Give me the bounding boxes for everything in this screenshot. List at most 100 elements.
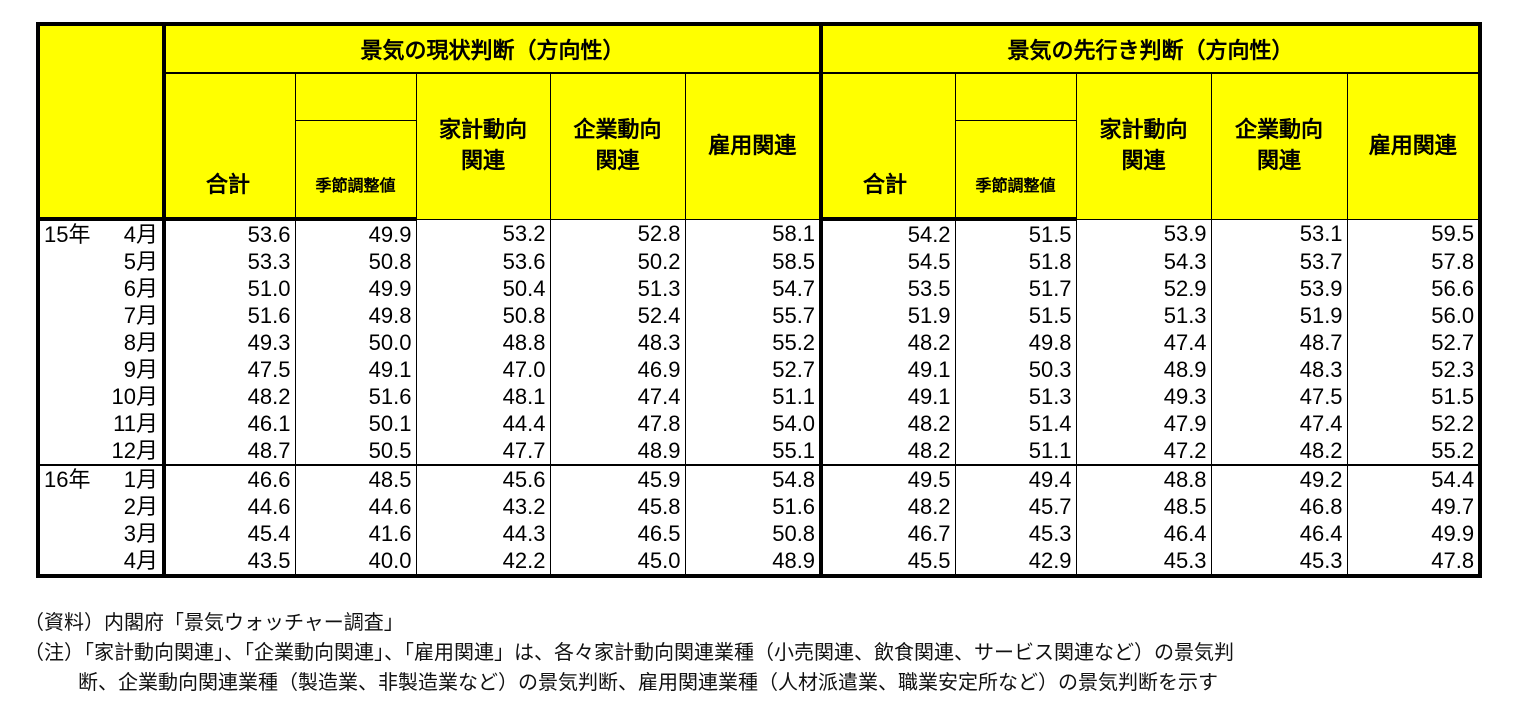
fut-sa-spacer [954, 72, 1077, 121]
cur-value-cell: 47.8 [549, 410, 685, 437]
group-future-header: 景気の先行き判断（方向性） [820, 23, 1481, 74]
cur-household-header: 家計動向 関連 [415, 72, 551, 220]
cur-value-cell: 44.6 [294, 493, 416, 520]
row-month: 10月 [111, 384, 158, 409]
cur-value-cell: 49.9 [294, 275, 416, 302]
row-label: 6月 [38, 275, 166, 302]
row-label: 12月 [38, 437, 166, 465]
cur-value-cell: 45.4 [163, 520, 295, 547]
group-current-header: 景気の現状判断（方向性） [163, 23, 824, 74]
table-row: 11月 46.1 50.1 44.4 47.8 54.0 48.2 51.4 47.9 47.4 5… [38, 410, 1481, 437]
cur-employment-header: 雇用関連 [684, 72, 824, 220]
cur-value-cell: 48.7 [163, 437, 295, 465]
fut-value-cell: 47.4 [1210, 410, 1348, 437]
fut-value-cell: 46.4 [1075, 520, 1212, 547]
cur-value-cell: 50.8 [415, 302, 550, 329]
cur-value-cell: 52.8 [549, 219, 685, 248]
cur-household-line2: 関連 [460, 149, 505, 175]
cur-value-cell: 50.2 [549, 248, 685, 275]
cur-value-cell: 44.6 [163, 493, 295, 520]
table-row: 16年 1月 46.6 48.5 45.6 45.9 54.8 49.5 49.4 48.8 49.… [38, 464, 1481, 493]
row-month: 12月 [111, 438, 158, 463]
fut-value-cell: 47.4 [1075, 329, 1212, 356]
fut-employment-header: 雇用関連 [1346, 72, 1481, 220]
footnotes: （資料）内閣府「景気ウォッチャー調査」 （注）「家計動向関連」、「企業動向関連」… [24, 607, 1234, 697]
fut-value-cell: 42.9 [954, 547, 1077, 576]
fut-corporate-line1: 企業動向 [1235, 118, 1324, 144]
fut-value-cell: 51.7 [954, 275, 1077, 302]
table-row: 6月 51.0 49.9 50.4 51.3 54.7 53.5 51.7 52.9 53.9 56… [38, 275, 1481, 302]
row-label: 5月 [38, 248, 166, 275]
fut-value-cell: 47.5 [1210, 383, 1348, 410]
fut-value-cell: 54.2 [820, 219, 956, 248]
fut-value-cell: 54.5 [820, 248, 956, 275]
fut-value-cell: 45.5 [820, 547, 956, 576]
fut-value-cell: 49.8 [954, 329, 1077, 356]
fut-total-header: 合計 [820, 72, 956, 221]
cur-value-cell: 46.9 [549, 356, 685, 383]
cur-value-cell: 54.0 [684, 410, 824, 437]
fut-value-cell: 48.7 [1210, 329, 1348, 356]
table-row: 2月 44.6 44.6 43.2 45.8 51.6 48.2 45.7 48.5 46.8 49… [38, 493, 1481, 520]
row-label: 16年 1月 [38, 464, 166, 493]
cur-sa-spacer [294, 72, 417, 121]
cur-value-cell: 47.5 [163, 356, 295, 383]
fut-value-cell: 51.5 [954, 219, 1077, 248]
row-label: 2月 [38, 493, 166, 520]
row-month: 4月 [123, 222, 158, 247]
row-label: 3月 [38, 520, 166, 547]
row-label: 8月 [38, 329, 166, 356]
fut-value-cell: 52.2 [1346, 410, 1481, 437]
fut-value-cell: 50.3 [954, 356, 1077, 383]
fut-value-cell: 47.9 [1075, 410, 1212, 437]
cur-value-cell: 54.7 [684, 275, 824, 302]
fut-value-cell: 52.3 [1346, 356, 1481, 383]
cur-value-cell: 50.8 [294, 248, 416, 275]
cur-value-cell: 47.4 [549, 383, 685, 410]
fut-value-cell: 48.2 [820, 437, 956, 465]
fut-value-cell: 45.7 [954, 493, 1077, 520]
fut-value-cell: 49.5 [820, 464, 956, 493]
cur-value-cell: 44.3 [415, 520, 550, 547]
fut-value-cell: 51.9 [1210, 302, 1348, 329]
cur-value-cell: 44.4 [415, 410, 550, 437]
fut-value-cell: 46.4 [1210, 520, 1348, 547]
table-row: 10月 48.2 51.6 48.1 47.4 51.1 49.1 51.3 49.3 47.5 5… [38, 383, 1481, 410]
watcher-survey-table: 景気の現状判断（方向性） 景気の先行き判断（方向性） 合計 家計動向 関連 企業… [36, 22, 1483, 578]
fut-value-cell: 49.1 [820, 383, 956, 410]
cur-value-cell: 53.6 [415, 248, 550, 275]
row-label: 10月 [38, 383, 166, 410]
fut-value-cell: 47.8 [1346, 547, 1481, 576]
fut-value-cell: 55.2 [1346, 437, 1481, 465]
cur-value-cell: 49.1 [294, 356, 416, 383]
table-row: 5月 53.3 50.8 53.6 50.2 58.5 54.5 51.8 54.3 53.7 57… [38, 248, 1481, 275]
row-label: 15年 4月 [38, 219, 166, 248]
fut-value-cell: 53.5 [820, 275, 956, 302]
fut-value-cell: 49.3 [1075, 383, 1212, 410]
cur-value-cell: 50.1 [294, 410, 416, 437]
fut-value-cell: 48.8 [1075, 464, 1212, 493]
table-row: 9月 47.5 49.1 47.0 46.9 52.7 49.1 50.3 48.9 48.3 52… [38, 356, 1481, 383]
cur-total-header: 合計 [163, 72, 296, 221]
row-year: 15年 [44, 222, 91, 247]
fut-value-cell: 49.9 [1346, 520, 1481, 547]
fut-value-cell: 59.5 [1346, 219, 1481, 248]
cur-value-cell: 53.2 [415, 219, 550, 248]
fut-value-cell: 49.4 [954, 464, 1077, 493]
table-row: 3月 45.4 41.6 44.3 46.5 50.8 46.7 45.3 46.4 46.4 49… [38, 520, 1481, 547]
note-line-1: （注）「家計動向関連」、「企業動向関連」、「雇用関連」は、各々家計動向関連業種（… [24, 640, 1234, 664]
fut-value-cell: 53.9 [1075, 219, 1212, 248]
row-month: 8月 [123, 330, 158, 355]
cur-value-cell: 48.9 [549, 437, 685, 465]
row-label: 4月 [38, 547, 166, 576]
cur-value-cell: 49.9 [294, 219, 416, 248]
fut-value-cell: 48.2 [820, 329, 956, 356]
fut-value-cell: 53.7 [1210, 248, 1348, 275]
cur-value-cell: 46.5 [549, 520, 685, 547]
cur-value-cell: 48.5 [294, 464, 416, 493]
fut-seasonal-header: 季節調整値 [954, 120, 1077, 221]
source-note: （資料）内閣府「景気ウォッチャー調査」 [24, 610, 404, 634]
cur-value-cell: 47.0 [415, 356, 550, 383]
fut-value-cell: 51.8 [954, 248, 1077, 275]
fut-value-cell: 51.1 [954, 437, 1077, 465]
